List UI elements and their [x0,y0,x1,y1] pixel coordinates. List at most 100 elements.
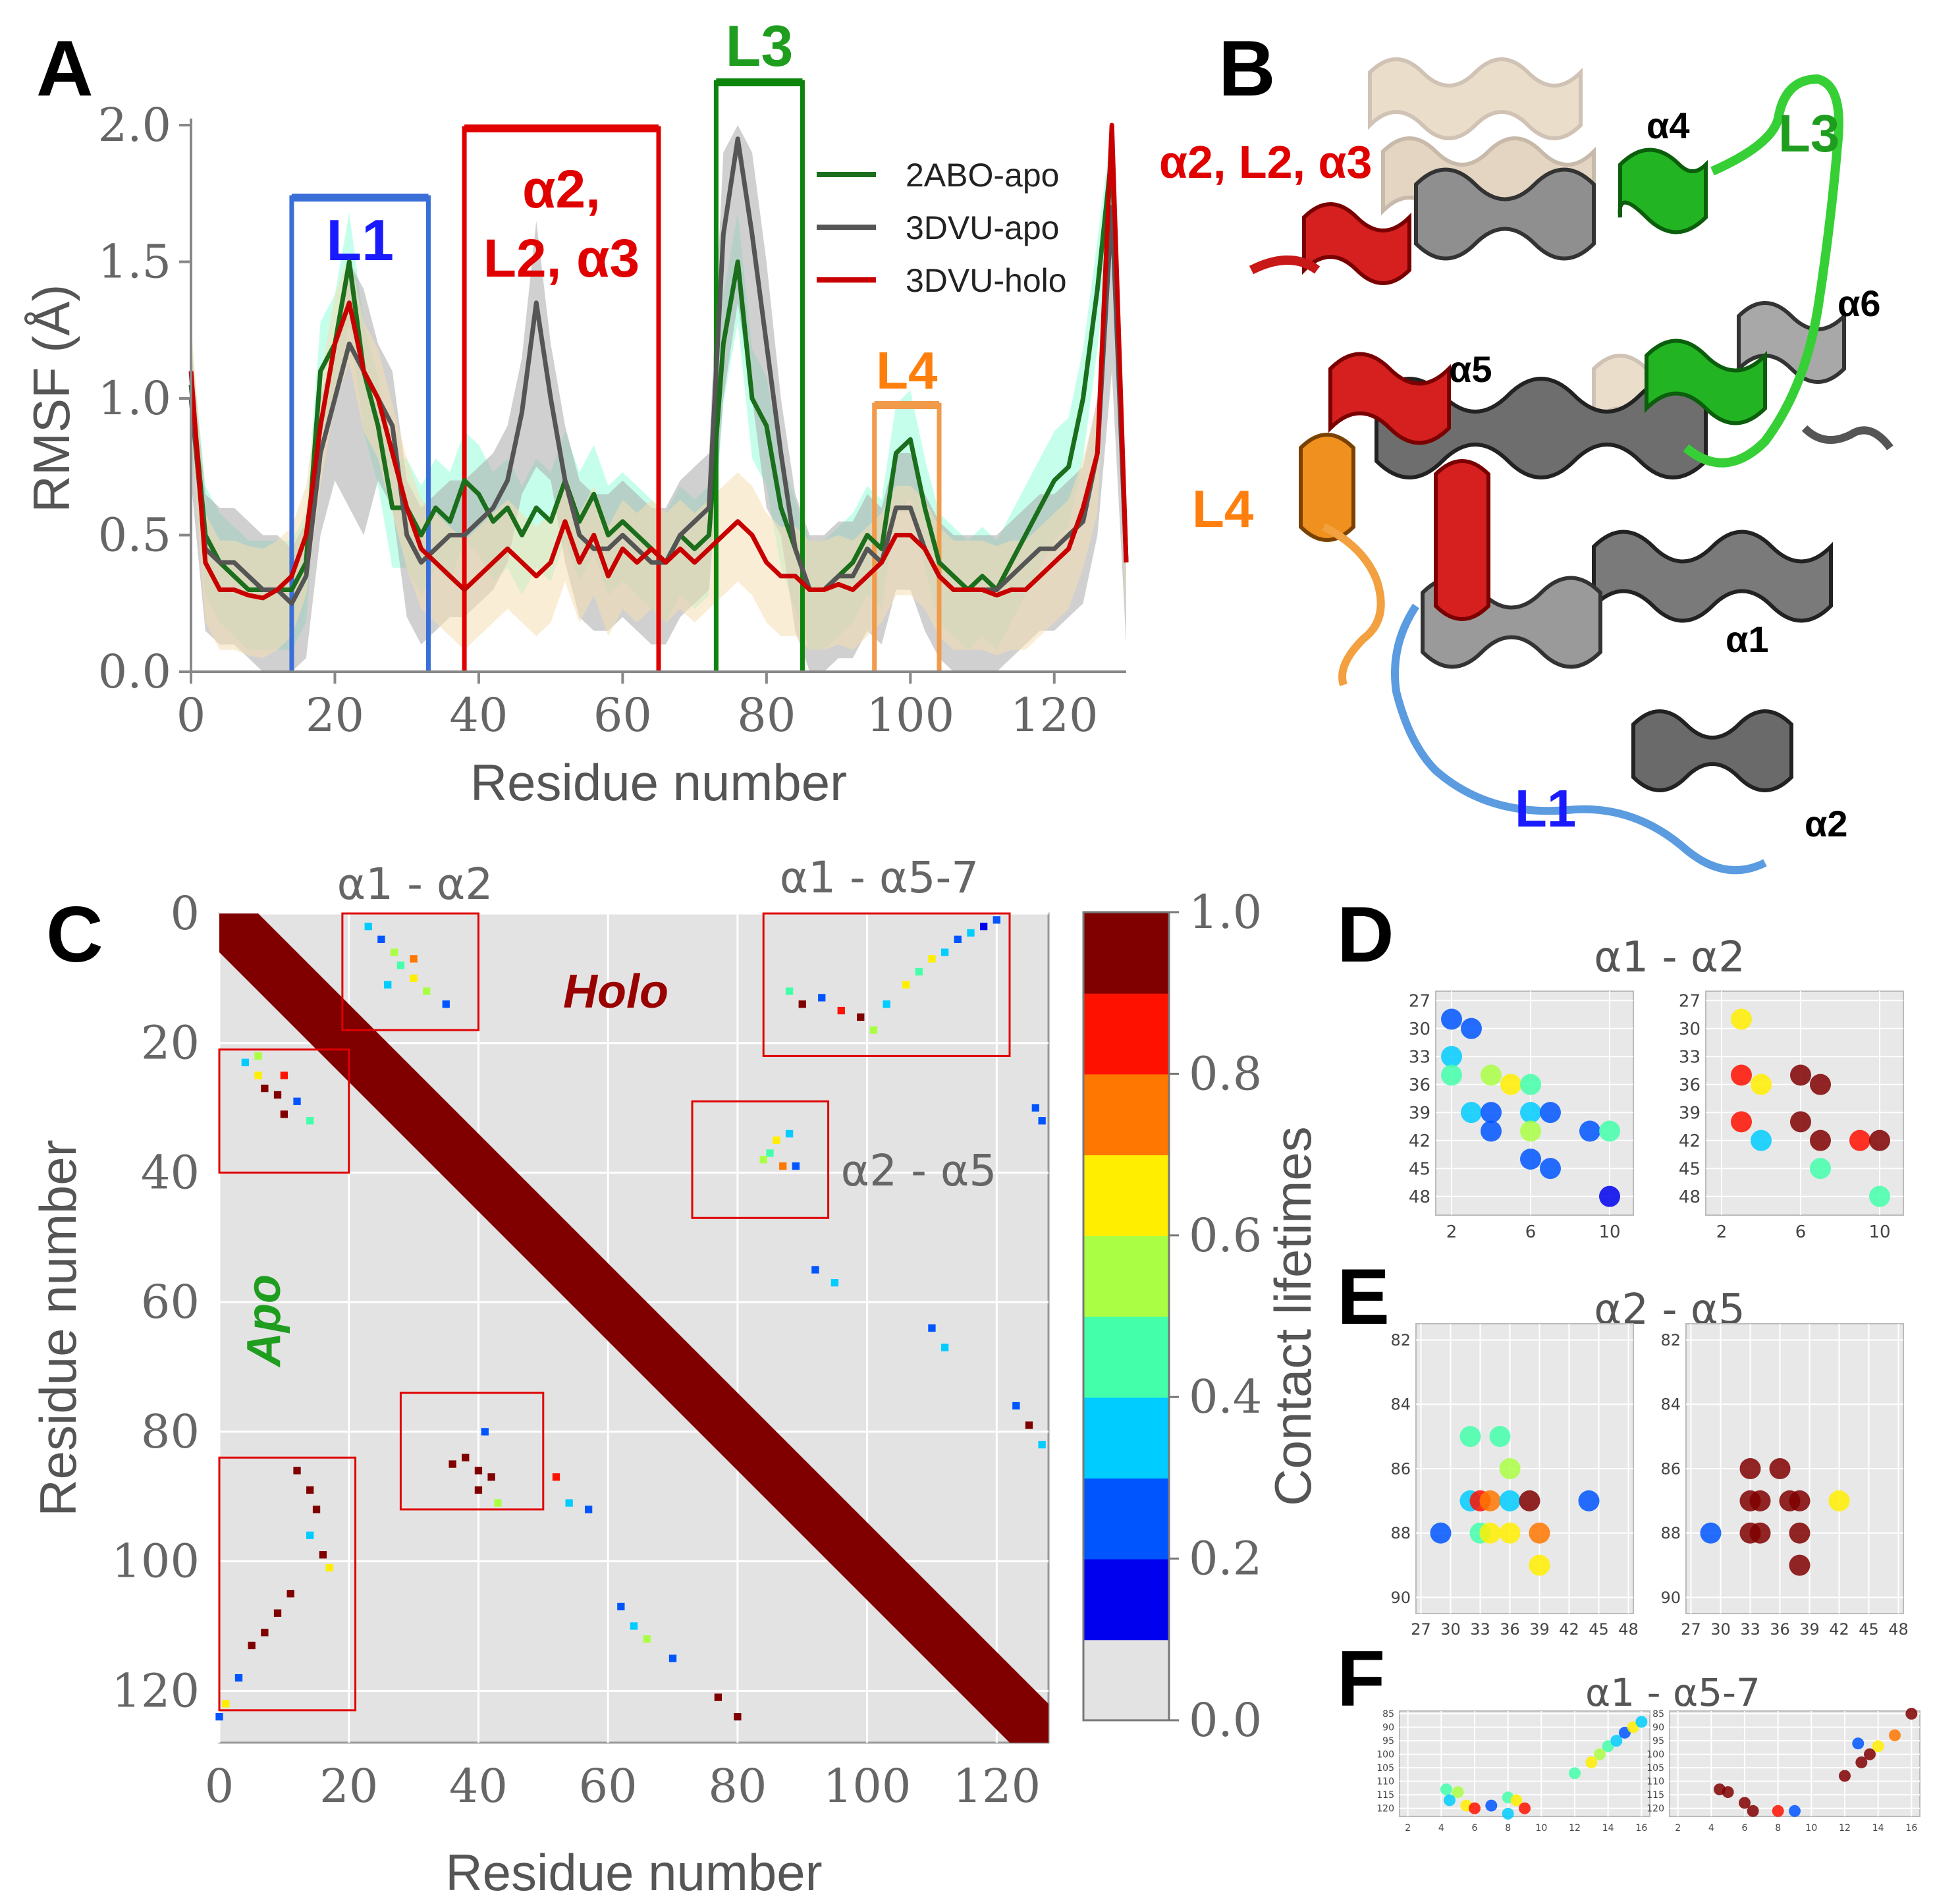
colorbar-segment [1083,1235,1169,1317]
holo-contact [1852,1737,1865,1750]
apo-contact [1594,1748,1606,1760]
apo-contact [1499,1458,1521,1479]
contact-cell [390,948,398,956]
apo-contact [1585,1756,1598,1768]
region-label-l2-line1: α2, [522,159,601,219]
apo-contact [1502,1807,1514,1820]
apo-contact [1461,1102,1482,1124]
contact-cell [1031,1104,1039,1112]
contact-cell [312,1506,321,1513]
y-tick-label: 36 [1409,1075,1430,1095]
contact-cell [883,1000,890,1008]
legend-label: 3DVU-holo [906,262,1067,299]
contact-cell [818,994,826,1002]
x-tick-label: 20 [306,688,364,742]
y-tick-label: 30 [1409,1020,1430,1039]
apo-contact [1481,1120,1502,1142]
contact-cell [222,1700,230,1708]
contact-cell [442,1000,450,1008]
x-tick-label: 8 [1505,1823,1511,1834]
x-tick-label: 45 [1859,1620,1879,1639]
y-tick-label: 40 [141,1145,200,1199]
y-tick-label: 120 [1376,1804,1394,1814]
colorbar-segment [1083,1558,1169,1641]
x-tick-label: 6 [1472,1823,1478,1834]
y-tick-label: 27 [1409,991,1430,1011]
panel-label-e: E [1337,1253,1390,1341]
x-tick-label: 120 [953,1759,1041,1813]
x-tick-label: 36 [1500,1620,1520,1639]
y-tick-label: 120 [1647,1804,1664,1814]
x-tick-label: 42 [1559,1620,1579,1639]
contact-cell [261,1084,269,1093]
colorbar-segment [1083,1074,1169,1156]
y-tick-label: 110 [1647,1777,1664,1787]
y-tick-label: 120 [111,1664,200,1718]
x-tick-label: 10 [1598,1222,1620,1242]
contact-cell [319,1551,327,1559]
y-tick-label: 105 [1647,1763,1664,1774]
holo-contact [1749,1522,1771,1544]
region-box-a1a57-holo [762,912,1011,1057]
contact-cell [474,1486,483,1494]
y-tick-label: 42 [1409,1131,1430,1151]
colorbar-segment [1083,1316,1169,1398]
contact-cell [273,1609,282,1617]
contact-cell [286,1590,294,1598]
x-tick-label: 12 [1569,1823,1581,1834]
contact-cell [364,923,372,931]
colorbar-segment [1083,912,1169,994]
x-tick-label: 6 [1742,1823,1748,1834]
apo-contact [1489,1426,1511,1448]
y-tick-label: 42 [1679,1131,1701,1151]
helix-pair-label-a1a57: α1 - α5-7 [780,852,979,903]
y-tick-label: 90 [1652,1723,1664,1733]
y-tick-label: 0 [170,886,200,940]
y-tick-label: 88 [1660,1524,1681,1542]
contact-cell [481,1428,489,1436]
y-axis-title: RMSF (Å) [22,285,80,513]
y-tick-label: 48 [1409,1187,1430,1207]
contact-cell [902,981,910,989]
contact-cell [325,1564,333,1572]
contact-cell [273,1091,282,1099]
holo-contact [1810,1158,1831,1180]
colorbar-tick-label: 1.0 [1189,885,1262,939]
x-tick-label: 8 [1775,1823,1781,1834]
y-tick-label: 60 [141,1275,200,1329]
x-tick-label: 60 [579,1759,638,1813]
apo-contact [1610,1735,1623,1747]
contact-cell [410,955,418,963]
x-tick-label: 14 [1602,1823,1614,1834]
contact-cell [967,929,975,937]
contact-cell [306,1117,314,1125]
contact-cell [377,935,385,943]
x-tick-label: 48 [1888,1620,1909,1639]
colorbar-segment [1083,993,1169,1075]
contact-cell [306,1531,314,1539]
holo-contact [1889,1729,1901,1741]
y-tick-label: 105 [1376,1763,1394,1774]
apo-contact [1510,1794,1523,1807]
apo-contact [1485,1799,1498,1812]
holo-contact [1751,1129,1772,1151]
contact-cell [494,1499,502,1507]
x-tick-label: 10 [1868,1222,1890,1242]
x-tick-label: 33 [1740,1620,1760,1639]
holo-contact [1739,1458,1761,1479]
apo-contact [1452,1786,1464,1799]
x-tick-label: 48 [1618,1620,1639,1639]
contact-submap-d: α1 - α2 2 6 10 27 30 33 36 39 42 45 48 2 6 10 27 30 33 36 3… [1409,933,1904,1242]
y-tick-label: 0.0 [98,645,171,699]
holo-contact [1739,1797,1751,1809]
y-tick-label: 1.0 [98,371,171,425]
contact-cell [306,1486,314,1494]
label-l4-structure: L4 [1192,479,1254,538]
contact-cell [928,955,936,963]
holo-contact [1700,1522,1722,1544]
contact-cell [928,1324,936,1332]
holo-contact [1749,1490,1771,1511]
y-tick-label: 100 [1376,1750,1394,1760]
x-tick-label: 10 [1535,1823,1547,1834]
